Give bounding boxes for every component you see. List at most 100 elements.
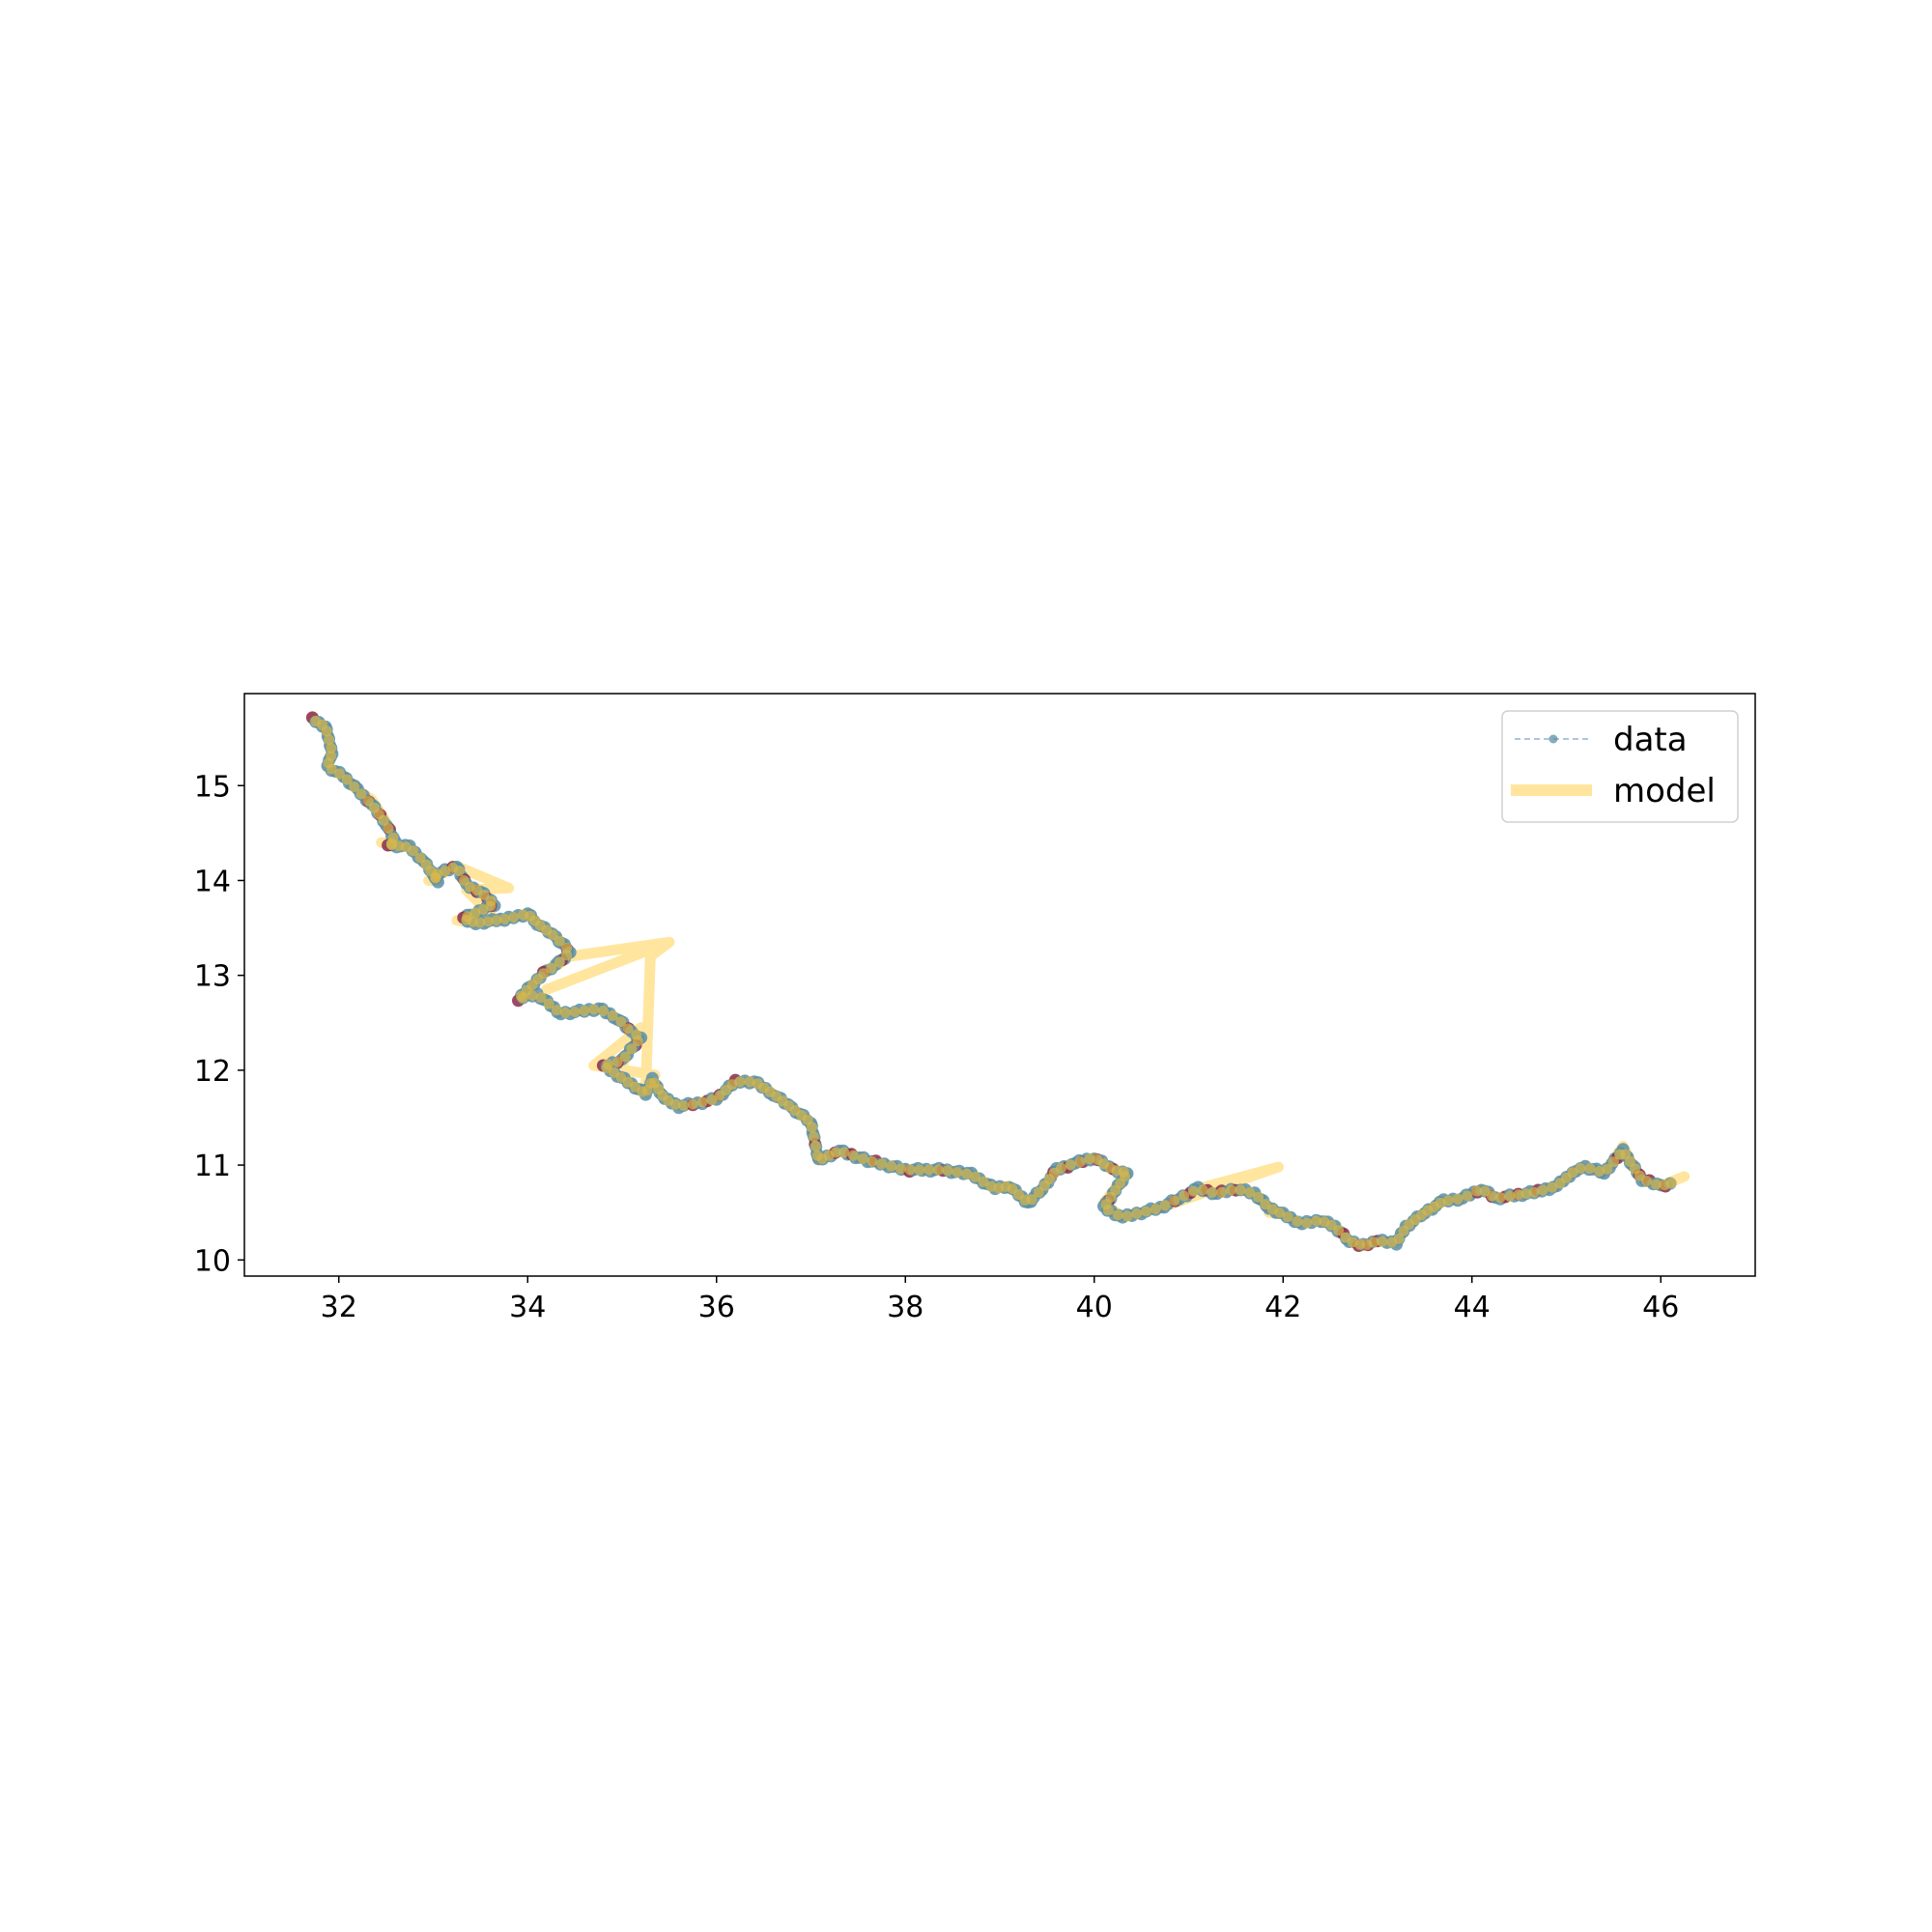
x-axis: 32 34 36 38 40 42 44 46 — [321, 1276, 1679, 1324]
model-point — [1311, 1215, 1321, 1227]
model-point — [1377, 1236, 1388, 1247]
model-point — [554, 935, 565, 947]
model-point — [1274, 1207, 1286, 1218]
model-point — [1131, 1208, 1143, 1219]
series-line-model — [306, 712, 1690, 1252]
x-tick-label: 40 — [1076, 1291, 1113, 1324]
model-point — [622, 1023, 634, 1035]
model-point — [611, 1056, 623, 1067]
model-point — [1065, 1159, 1076, 1171]
legend-label-model: model — [1613, 772, 1716, 810]
y-tick-label: 12 — [194, 1055, 231, 1089]
model-point — [1650, 1179, 1662, 1190]
model-point — [383, 823, 394, 834]
model-point — [1393, 1234, 1405, 1244]
model-point — [970, 1171, 981, 1182]
model-point — [687, 1098, 698, 1110]
model-point — [961, 1168, 973, 1179]
y-tick-label: 11 — [194, 1150, 231, 1183]
y-axis: 10 11 12 13 14 15 — [194, 770, 244, 1278]
model-point — [579, 1005, 590, 1016]
data-markers — [305, 711, 1677, 1252]
model-point — [1584, 1163, 1596, 1174]
model-point — [830, 1147, 841, 1158]
model-point — [933, 1164, 944, 1176]
model-point — [326, 743, 337, 753]
model-point — [1452, 1193, 1463, 1205]
model-point — [1197, 1184, 1208, 1196]
plot-area — [305, 711, 1690, 1252]
model-point — [1547, 1181, 1558, 1193]
model-point — [341, 774, 353, 785]
model-point — [886, 1160, 897, 1172]
model-point — [1537, 1184, 1548, 1196]
model-point — [807, 1122, 817, 1133]
model-point — [334, 768, 345, 780]
model-point — [857, 1153, 868, 1164]
model-point — [1513, 1189, 1524, 1201]
model-point — [498, 913, 510, 924]
model-point — [876, 1158, 888, 1170]
model-point — [1368, 1236, 1379, 1248]
model-point — [952, 1167, 963, 1178]
model-point — [554, 956, 565, 968]
y-tick-label: 14 — [194, 865, 231, 898]
model-point — [1462, 1190, 1473, 1202]
model-point — [904, 1164, 916, 1176]
model-point — [546, 962, 557, 974]
legend-data-marker — [1548, 734, 1558, 744]
model-point — [474, 917, 486, 928]
model-point — [1607, 1156, 1619, 1168]
x-tick-label: 44 — [1454, 1291, 1491, 1324]
x-tick-label: 46 — [1642, 1291, 1679, 1324]
model-point — [1187, 1185, 1199, 1197]
model-point — [1641, 1176, 1653, 1186]
model-point — [696, 1096, 708, 1108]
model-point — [1244, 1186, 1256, 1198]
model-point — [321, 725, 332, 737]
x-tick-label: 32 — [321, 1291, 357, 1324]
y-tick-label: 10 — [194, 1244, 231, 1278]
model-point — [551, 1005, 562, 1016]
model-point — [1122, 1210, 1133, 1222]
model-point — [810, 1141, 821, 1151]
model-point — [942, 1165, 953, 1177]
model-point — [867, 1155, 878, 1167]
model-point — [1602, 1163, 1613, 1175]
model-point — [678, 1100, 689, 1111]
model-point — [1141, 1206, 1151, 1217]
model-point — [1102, 1205, 1114, 1216]
model-point — [1056, 1162, 1066, 1174]
legend: data model — [1501, 710, 1739, 823]
model-point — [607, 1009, 618, 1021]
model-point — [349, 781, 360, 792]
model-point — [1567, 1167, 1578, 1179]
model-point — [482, 916, 494, 927]
y-tick-label: 15 — [194, 770, 231, 804]
model-point — [1487, 1190, 1497, 1202]
model-point — [517, 992, 528, 1004]
model-point — [588, 1004, 600, 1015]
model-point — [561, 950, 573, 961]
model-point — [543, 998, 554, 1009]
model-point — [632, 1036, 643, 1047]
model-point — [1169, 1195, 1180, 1207]
model-point — [626, 1043, 638, 1055]
model-point — [478, 889, 490, 900]
model-point — [1112, 1209, 1123, 1221]
model-point — [808, 1131, 819, 1143]
model-point — [1207, 1186, 1218, 1198]
model-point — [1333, 1225, 1345, 1236]
plot-frame — [243, 693, 1756, 1277]
model-point — [491, 915, 502, 926]
model-point — [1159, 1200, 1171, 1211]
model-point — [914, 1164, 925, 1176]
model-point — [1471, 1185, 1483, 1197]
model-point — [598, 1006, 609, 1016]
model-point — [923, 1164, 935, 1176]
model-point — [1282, 1211, 1293, 1223]
model-point — [508, 912, 520, 923]
model-point — [1074, 1156, 1086, 1168]
model-point — [1494, 1192, 1506, 1204]
